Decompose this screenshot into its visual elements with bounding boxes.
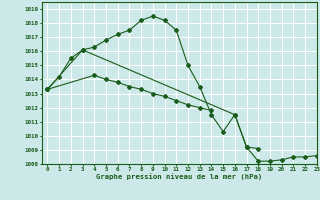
X-axis label: Graphe pression niveau de la mer (hPa): Graphe pression niveau de la mer (hPa) [96,173,262,180]
